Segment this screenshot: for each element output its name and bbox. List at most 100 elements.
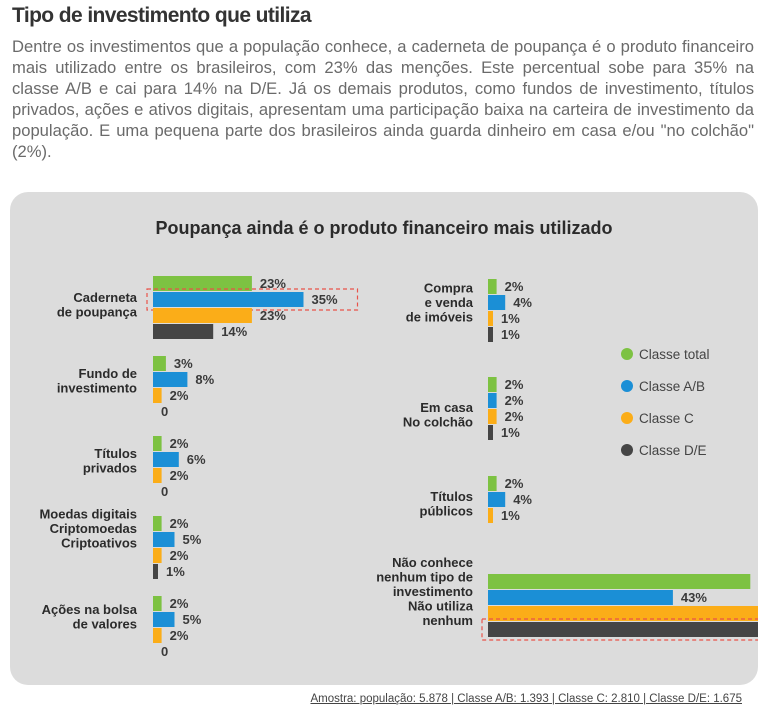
category-label: Criptoativos [61,536,137,551]
bar-ab [488,393,497,408]
value-label: 5% [183,612,202,627]
bar-c [488,311,493,326]
bar-ab [488,590,673,605]
category-label: de poupança [57,304,138,319]
legend-marker-de [621,444,633,456]
category-label: Fundo de [79,366,138,381]
bar-ab [153,372,188,387]
category-label: nenhum tipo de [376,570,473,585]
value-label: 4% [513,492,532,507]
bar-ab [153,532,175,547]
bar-c [153,548,162,563]
value-label: 2% [505,476,524,491]
bar-total [488,377,497,392]
category-label: Títulos [430,489,473,504]
value-label: 2% [505,409,524,424]
bar-de [488,622,758,637]
category-label: Compra [424,281,474,296]
value-label: 5% [183,532,202,547]
bar-de [488,327,493,342]
bar-c [153,468,162,483]
bar-total [153,596,162,611]
category-label: investimento [393,584,473,599]
value-label: 3% [174,356,193,371]
value-label: 2% [170,596,189,611]
category-label: e venda [425,295,474,310]
bar-total [153,276,252,291]
value-label: 2% [170,436,189,451]
value-label: 23% [260,308,286,323]
bar-chart: Poupança ainda é o produto financeiro ma… [39,218,758,659]
legend-marker-ab [621,380,633,392]
bar-total [153,436,162,451]
bar-de [488,425,493,440]
bar-ab [153,612,175,627]
legend-label: Classe C [639,411,694,426]
bar-total [488,574,751,589]
chart-panel: Poupança ainda é o produto financeiro ma… [10,192,758,685]
value-label: 1% [501,327,520,342]
legend-marker-total [621,348,633,360]
bar-de [153,324,214,339]
bar-de [153,564,158,579]
category-label: Criptomoedas [50,521,137,536]
category-label: Títulos [94,446,137,461]
value-label: 2% [170,516,189,531]
category-label: Ações na bolsa [42,602,138,617]
legend-marker-c [621,412,633,424]
value-label: 2% [505,377,524,392]
bar-c [153,628,162,643]
value-label: 43% [681,590,707,605]
bar-c [488,508,493,523]
category-label: No colchão [403,414,473,429]
value-label: 4% [513,295,532,310]
value-label: 2% [170,388,189,403]
intro-paragraph: Dentre os investimentos que a população … [12,37,754,161]
highlight-box [146,288,359,311]
bar-ab [488,295,506,310]
category-label: de valores [73,616,137,631]
legend-label: Classe total [639,347,710,362]
category-label: públicos [420,503,473,518]
category-label: de imóveis [406,310,473,325]
bar-total [153,356,166,371]
value-label: 0 [161,404,168,419]
category-label: Não conhece [392,555,473,570]
category-label: investimento [57,380,137,395]
category-label: privados [83,460,137,475]
bar-c [153,388,162,403]
value-label: 2% [505,393,524,408]
bar-total [488,476,497,491]
bar-ab [488,492,506,507]
category-label: Moedas digitais [39,507,137,522]
bar-ab [153,292,304,307]
value-label: 1% [166,564,185,579]
bar-total [153,516,162,531]
value-label: 6% [187,452,206,467]
value-label: 0 [161,484,168,499]
page-title: Tipo de investimento que utiliza [12,4,312,27]
legend-label: Classe D/E [639,443,707,458]
bar-total [488,279,497,294]
value-label: 2% [170,628,189,643]
category-label: Não utiliza [408,599,474,614]
category-label: nenhum [422,613,473,628]
value-label: 2% [505,279,524,294]
category-label: Em casa [420,400,474,415]
value-label: 2% [170,468,189,483]
value-label: 0 [161,644,168,659]
value-label: 14% [221,324,247,339]
value-label: 1% [501,508,520,523]
highlight-box [481,618,758,641]
bar-c [488,409,497,424]
value-label: 35% [312,292,338,307]
bar-ab [153,452,179,467]
category-label: Caderneta [73,290,137,305]
value-label: 1% [501,425,520,440]
value-label: 2% [170,548,189,563]
chart-title: Poupança ainda é o produto financeiro ma… [155,218,612,238]
value-label: 23% [260,276,286,291]
sample-footnote: Amostra: população: 5.878 | Classe A/B: … [310,693,742,705]
bar-c [153,308,252,323]
legend-label: Classe A/B [639,379,705,394]
